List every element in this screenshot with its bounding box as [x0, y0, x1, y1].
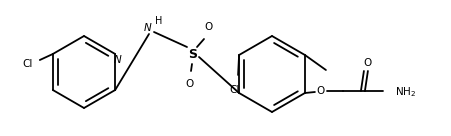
Text: S: S: [188, 49, 197, 61]
Text: N: N: [113, 55, 121, 65]
Text: O: O: [363, 58, 371, 68]
Text: O: O: [204, 22, 213, 32]
Text: O: O: [185, 79, 193, 89]
Text: O: O: [316, 86, 324, 96]
Text: NH$_2$: NH$_2$: [394, 85, 415, 99]
Text: H: H: [155, 16, 162, 26]
Text: N: N: [144, 23, 152, 33]
Text: Cl: Cl: [23, 59, 33, 69]
Text: Cl: Cl: [228, 85, 239, 95]
